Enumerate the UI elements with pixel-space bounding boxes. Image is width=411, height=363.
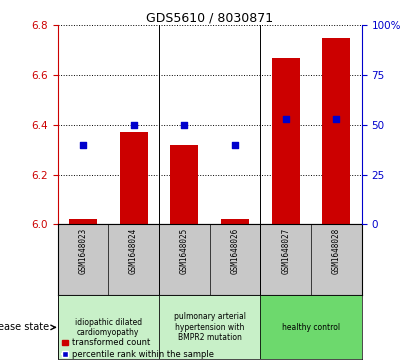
Point	[130, 122, 137, 128]
Text: idiopathic dilated
cardiomyopathy: idiopathic dilated cardiomyopathy	[75, 318, 142, 337]
Bar	[260, 295, 362, 359]
Bar	[159, 295, 260, 359]
Point	[333, 116, 339, 122]
Text: GSM1648023: GSM1648023	[79, 228, 88, 274]
Text: healthy control: healthy control	[282, 323, 340, 332]
Bar	[272, 58, 300, 224]
Legend: transformed count, percentile rank within the sample: transformed count, percentile rank withi…	[62, 338, 214, 359]
Text: disease state: disease state	[0, 322, 49, 333]
Point	[282, 116, 289, 122]
Bar	[170, 145, 198, 224]
Text: GSM1648026: GSM1648026	[231, 228, 240, 274]
Bar	[322, 38, 350, 224]
Bar	[120, 132, 148, 224]
Text: GSM1648024: GSM1648024	[129, 228, 138, 274]
Point	[80, 142, 86, 148]
Bar	[69, 219, 97, 224]
Point	[232, 142, 238, 148]
Title: GDS5610 / 8030871: GDS5610 / 8030871	[146, 11, 273, 24]
Point	[181, 122, 187, 128]
Bar	[58, 295, 159, 359]
Text: GSM1648025: GSM1648025	[180, 228, 189, 274]
Text: GSM1648027: GSM1648027	[281, 228, 290, 274]
Bar	[221, 219, 249, 224]
Text: pulmonary arterial
hypertension with
BMPR2 mutation: pulmonary arterial hypertension with BMP…	[173, 313, 246, 342]
Text: GSM1648028: GSM1648028	[332, 228, 341, 274]
